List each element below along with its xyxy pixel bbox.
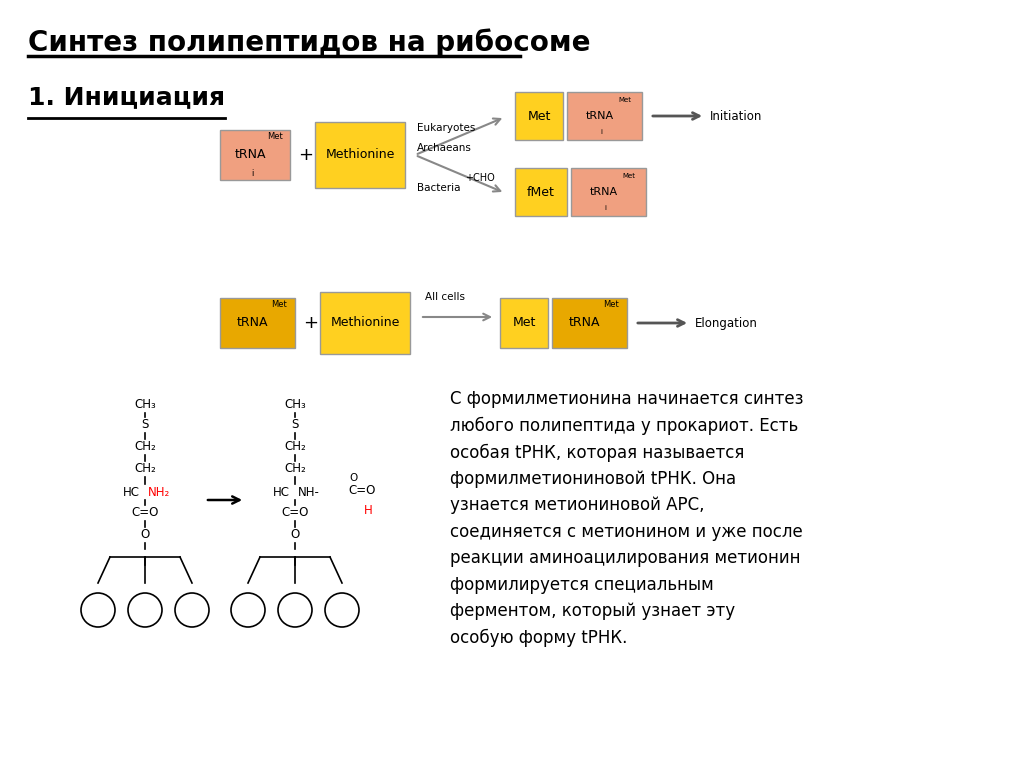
Text: tRNA: tRNA	[568, 317, 600, 330]
FancyBboxPatch shape	[220, 298, 295, 348]
Text: Met: Met	[512, 317, 536, 330]
Text: Met: Met	[267, 132, 284, 141]
Text: tRNA: tRNA	[237, 317, 268, 330]
Text: Archaeans: Archaeans	[417, 143, 472, 153]
Text: С формилметионина начинается синтез
любого полипептида у прокариот. Есть
особая : С формилметионина начинается синтез любо…	[450, 390, 804, 647]
FancyBboxPatch shape	[515, 92, 563, 140]
Text: H: H	[364, 505, 373, 518]
FancyBboxPatch shape	[515, 168, 567, 216]
Text: Met: Met	[618, 97, 631, 103]
Text: Синтез полипептидов на рибосоме: Синтез полипептидов на рибосоме	[28, 28, 591, 57]
Text: CH₂: CH₂	[134, 440, 156, 453]
FancyBboxPatch shape	[571, 168, 646, 216]
Text: HC: HC	[273, 486, 290, 499]
Text: CH₂: CH₂	[134, 463, 156, 476]
Text: +: +	[298, 146, 313, 164]
Text: tRNA: tRNA	[590, 187, 617, 197]
Text: +CHO: +CHO	[465, 173, 495, 183]
FancyBboxPatch shape	[220, 130, 290, 180]
Text: tRNA: tRNA	[234, 149, 266, 162]
Text: C=O: C=O	[131, 506, 159, 519]
Text: Methionine: Methionine	[331, 317, 399, 330]
Text: i: i	[600, 130, 602, 136]
Text: i: i	[251, 169, 253, 178]
Text: CH₃: CH₃	[134, 399, 156, 412]
FancyBboxPatch shape	[319, 292, 410, 354]
FancyBboxPatch shape	[567, 92, 642, 140]
Text: NH₂: NH₂	[148, 486, 170, 499]
Text: i: i	[604, 206, 606, 212]
Text: NH-: NH-	[298, 486, 319, 499]
Text: S: S	[291, 419, 299, 432]
Text: fMet: fMet	[527, 186, 555, 199]
Text: tRNA: tRNA	[586, 111, 613, 121]
Text: Initiation: Initiation	[710, 110, 763, 123]
Text: HC: HC	[123, 486, 140, 499]
Text: 1. Инициация: 1. Инициация	[28, 85, 225, 109]
Text: Met: Met	[603, 300, 618, 309]
Text: C=O: C=O	[348, 483, 376, 496]
Text: Elongation: Elongation	[695, 317, 758, 330]
Text: Met: Met	[271, 300, 287, 309]
Text: +: +	[303, 314, 318, 332]
FancyBboxPatch shape	[500, 298, 548, 348]
Text: CH₃: CH₃	[284, 399, 306, 412]
Text: C=O: C=O	[282, 506, 308, 519]
Text: O: O	[140, 528, 150, 542]
Text: CH₂: CH₂	[284, 463, 306, 476]
Text: Methionine: Methionine	[326, 149, 394, 162]
FancyBboxPatch shape	[552, 298, 627, 348]
FancyBboxPatch shape	[315, 122, 406, 188]
Text: All cells: All cells	[425, 292, 465, 302]
Text: Met: Met	[622, 173, 635, 179]
Text: O: O	[349, 473, 357, 483]
Text: CH₂: CH₂	[284, 440, 306, 453]
Text: Bacteria: Bacteria	[417, 183, 461, 193]
Text: Eukaryotes: Eukaryotes	[417, 123, 475, 133]
Text: O: O	[291, 528, 300, 542]
Text: S: S	[141, 419, 148, 432]
Text: Met: Met	[527, 110, 551, 123]
